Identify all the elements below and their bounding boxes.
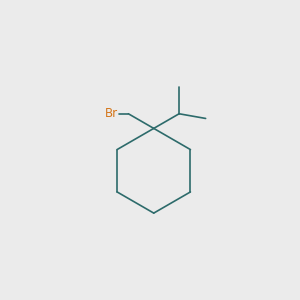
Text: Br: Br: [104, 107, 118, 120]
